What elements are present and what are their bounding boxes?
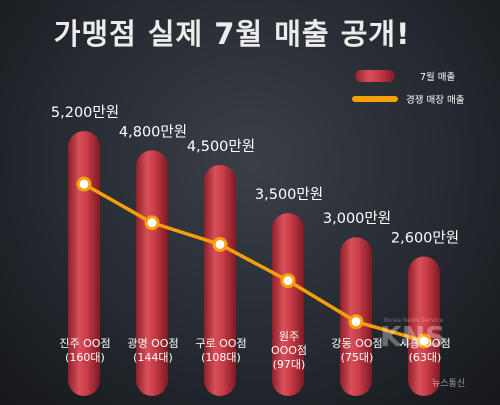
category-label-0-1: (160대) [65, 351, 105, 364]
competitor-line [83, 182, 425, 343]
category-label-2-0: 구로 OO점 [195, 337, 246, 350]
value-label-3: 3,500만원 [255, 186, 323, 203]
category-label-4-0: 강동 OO점 [331, 337, 382, 350]
watermark-bottom-text: 뉴스통신 [432, 378, 465, 389]
bar-1 [136, 150, 168, 396]
bar-3 [272, 213, 304, 396]
competitor-point-4 [348, 314, 364, 330]
category-label-2-1: (108대) [201, 351, 241, 364]
watermark-logo: KNS [380, 320, 445, 353]
bar-2 [204, 164, 236, 396]
bar-0 [68, 131, 100, 397]
category-label-4-1: (75대) [341, 351, 374, 364]
competitor-point-1 [144, 215, 160, 231]
category-label-0-0: 진주 OO점 [59, 337, 110, 350]
value-label-0: 5,200만원 [51, 104, 119, 121]
value-label-4: 3,000만원 [323, 210, 391, 227]
bar-5 [408, 256, 440, 396]
value-label-5: 2,600만원 [391, 230, 459, 247]
category-label-3-1: OOO점 [271, 344, 307, 357]
category-label-5-0: 시흥 OO점 [399, 336, 450, 350]
competitor-point-2 [212, 236, 228, 252]
legend-line-label: 경쟁 매장 매출 [406, 94, 465, 106]
competitor-point-3 [280, 273, 296, 289]
legend-bar-label: 7월 매출 [420, 71, 456, 83]
competitor-point-5 [416, 333, 432, 349]
category-label-5-1: (63대) [409, 351, 442, 364]
category-label-1-1: (144대) [133, 351, 173, 364]
category-label-1-0: 광명 OO점 [127, 337, 178, 350]
competitor-point-0 [76, 176, 92, 192]
watermark-small-text: Korea News Service [384, 317, 444, 324]
category-label-3-2: (97대) [273, 358, 306, 371]
value-label-1: 4,800만원 [119, 123, 187, 140]
category-label-3-0: 원주 [279, 330, 299, 343]
chart-title: 가맹점 실제 7월 매출 공개! [54, 17, 411, 51]
legend-bar-swatch [355, 70, 395, 82]
value-label-2: 4,500만원 [187, 138, 255, 155]
